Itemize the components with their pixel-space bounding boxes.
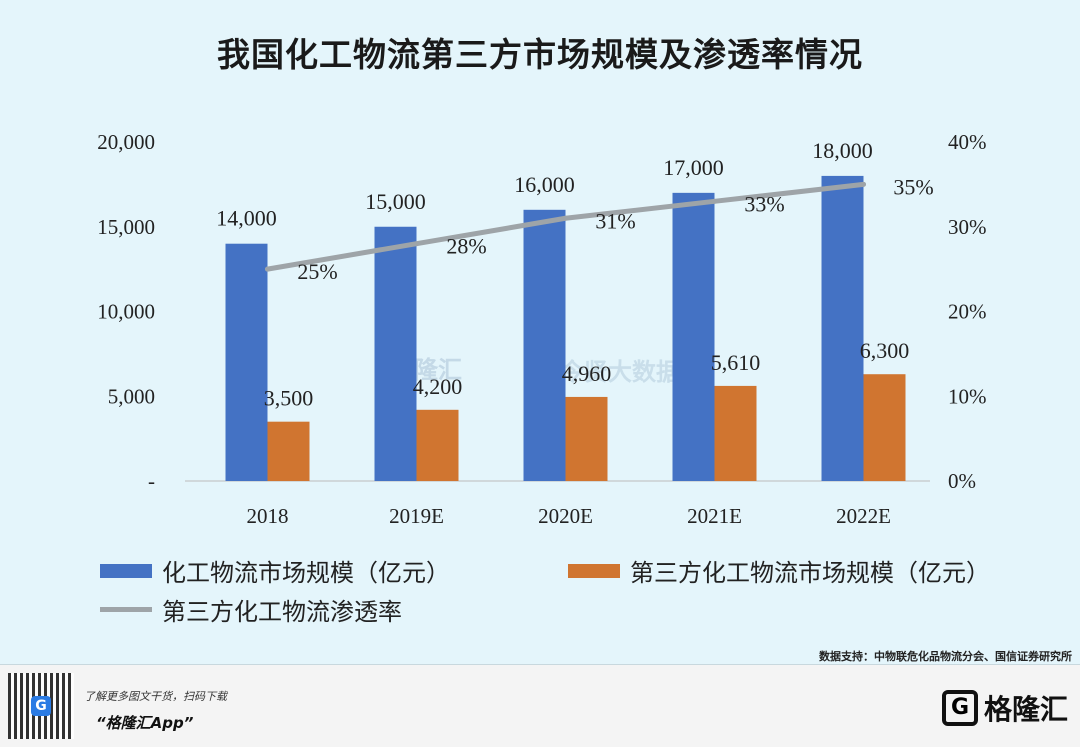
y-right-tick-label: 0% (948, 469, 976, 493)
legend-label-penetration: 第三方化工物流渗透率 (162, 598, 402, 626)
point-penetration (712, 198, 717, 204)
source-note: 数据支持：中物联危化品物流分会、国信证券研究所 (819, 650, 1072, 663)
data-label-market-size: 15,000 (365, 189, 426, 214)
bar-market-size (672, 192, 715, 481)
legend-swatch-blue (100, 563, 152, 578)
watermark-right: 今贤大数据 (560, 358, 680, 386)
y-right-tick-label: 40% (948, 130, 987, 154)
data-label-market-size: 16,000 (514, 172, 575, 197)
data-label-penetration: 35% (893, 174, 933, 199)
footer-promo-text: 了解更多图文干货，扫码下载 (84, 690, 227, 703)
brand-g-icon: G (941, 690, 978, 726)
legend-label-third-party: 第三方化工物流市场规模（亿元） (630, 559, 990, 587)
data-label-market-size: 14,000 (216, 206, 277, 231)
legend-item-market-size: 化工物流市场规模（亿元） (100, 553, 450, 588)
y-left-tick-label: 15,000 (97, 215, 155, 239)
y-left-tick-label: - (148, 469, 155, 493)
data-label-third-party: 4,960 (562, 361, 612, 386)
y-left-tick-label: 20,000 (97, 130, 155, 154)
legend-item-penetration: 第三方化工物流渗透率 (100, 592, 402, 627)
point-penetration (265, 266, 270, 272)
x-tick-label: 2021E (687, 504, 742, 528)
bar-third-party (863, 374, 906, 481)
bar-third-party (267, 421, 310, 481)
x-tick-label: 2022E (836, 504, 891, 528)
qr-logo-icon: G (31, 696, 51, 716)
x-tick-label: 2019E (389, 504, 444, 528)
bar-third-party (416, 409, 459, 481)
legend-label-market-size: 化工物流市场规模（亿元） (162, 559, 450, 587)
y-right-tick-label: 20% (948, 300, 987, 324)
bar-market-size (821, 175, 864, 481)
data-label-third-party: 3,500 (264, 386, 314, 411)
y-left-tick-label: 10,000 (97, 300, 155, 324)
data-label-third-party: 6,300 (860, 338, 910, 363)
data-label-third-party: 5,610 (711, 350, 761, 375)
data-label-penetration: 31% (595, 208, 635, 233)
footer-bar (0, 665, 1080, 747)
legend-item-third-party: 第三方化工物流市场规模（亿元） (568, 553, 990, 588)
legend-swatch-orange (568, 563, 620, 578)
point-penetration (563, 215, 568, 221)
point-penetration (414, 241, 419, 247)
bar-market-size (225, 243, 268, 481)
chart-svg: - 5,000 10,000 15,000 20,000 0% 10% 20% 30% 40% 14… (97, 130, 987, 528)
chart-title: 我国化工物流第三方市场规模及渗透率情况 (217, 35, 863, 74)
footer-divider (0, 664, 1080, 665)
bar-third-party (714, 385, 757, 481)
brand-logo: G 格隆汇 (941, 688, 1068, 728)
footer-app-name: “格隆汇App” (96, 714, 194, 732)
y-right-tick-label: 10% (948, 384, 987, 408)
bar-third-party (565, 396, 608, 481)
point-penetration (861, 181, 866, 187)
data-label-market-size: 17,000 (663, 155, 724, 180)
x-tick-label: 2020E (538, 504, 593, 528)
legend-swatch-gray-line (100, 607, 152, 612)
data-label-penetration: 28% (446, 234, 486, 259)
bar-market-size (523, 209, 566, 482)
y-left-tick-label: 5,000 (108, 384, 155, 408)
data-label-penetration: 33% (744, 191, 784, 216)
data-label-penetration: 25% (297, 259, 337, 284)
x-tick-label: 2018 (247, 504, 289, 528)
brand-name: 格隆汇 (983, 693, 1068, 726)
data-label-third-party: 4,200 (413, 374, 463, 399)
bar-market-size (374, 226, 417, 481)
y-right-tick-label: 30% (948, 215, 987, 239)
data-label-market-size: 18,000 (812, 138, 873, 163)
